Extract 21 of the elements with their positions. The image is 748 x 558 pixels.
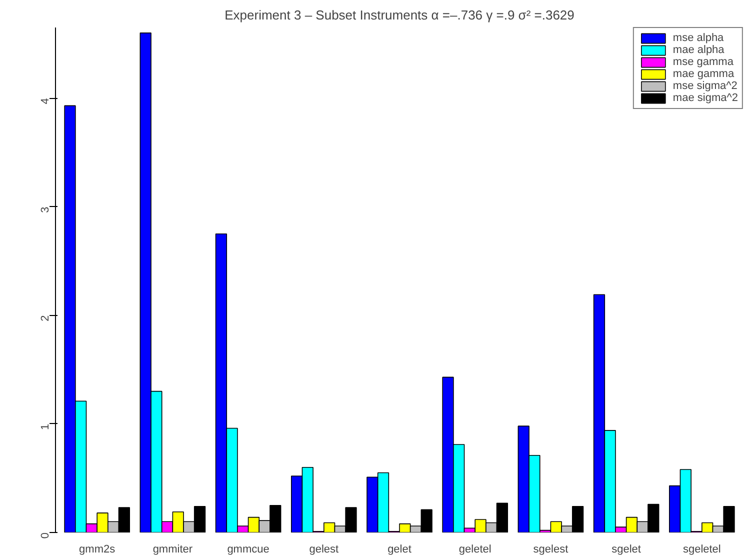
y-tick-label: 3 — [40, 206, 52, 213]
legend-label: mse sigma^2 — [672, 80, 738, 92]
x-tick-label: gelest — [309, 544, 339, 556]
x-tick-label: sgeletel — [682, 544, 721, 556]
y-tick-label: 1 — [40, 424, 52, 430]
x-tick-label: gelet — [388, 544, 412, 556]
y-tick-label: 4 — [40, 98, 52, 104]
legend-label: mse alpha — [672, 32, 724, 44]
chart-title: Experiment 3 – Subset Instruments α =–.736 γ =.9 σ² =.3629 — [224, 8, 574, 22]
y-tick-label: 2 — [40, 315, 52, 322]
x-tick-label: geletel — [458, 544, 492, 556]
legend-label: mse gamma — [672, 56, 734, 68]
x-tick-label: gmmiter — [152, 544, 193, 556]
x-tick-label: sgelet — [612, 544, 641, 556]
x-tick-label: sgelest — [533, 544, 568, 556]
legend-label: mae alpha — [672, 44, 724, 56]
legend-label: mae sigma^2 — [672, 92, 738, 104]
x-tick-label: gmmcue — [227, 544, 270, 556]
legend-label: mae gamma — [672, 68, 734, 80]
x-tick-label: gmm2s — [79, 544, 116, 556]
y-tick-label: 0 — [40, 532, 52, 539]
